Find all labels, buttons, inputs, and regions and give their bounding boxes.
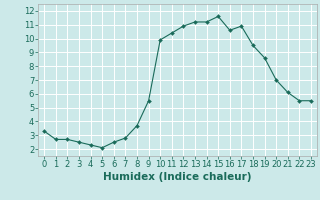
X-axis label: Humidex (Indice chaleur): Humidex (Indice chaleur) bbox=[103, 172, 252, 182]
